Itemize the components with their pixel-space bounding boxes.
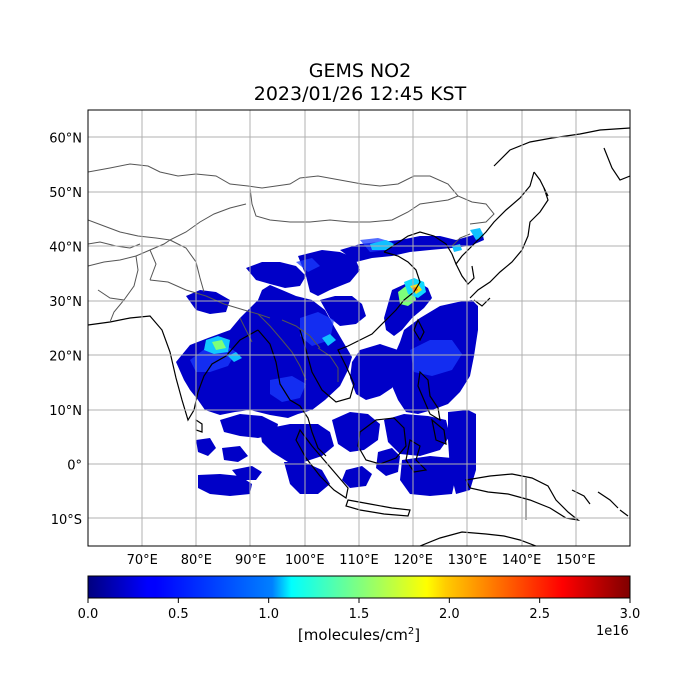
x-tick-label: 120°E [393,553,433,568]
y-tick-label: 60°N [49,131,82,146]
y-tick-label: 0° [67,458,82,473]
y-tick-label: 10°N [49,404,82,419]
x-tick-label: 130°E [448,553,488,568]
x-tick-label: 100°E [285,553,325,568]
y-tick-label: 40°N [49,240,82,255]
x-tick-label: 140°E [502,553,542,568]
map-title: GEMS NO2 [308,60,412,82]
y-tick-label: 20°N [49,349,82,364]
colorbar-tick-label: 0.5 [168,607,189,622]
colorbar-tick-label: 1.0 [258,607,279,622]
y-tick-labels: 60°N 50°N 40°N 30°N 20°N 10°N 0° 10°S [49,131,82,528]
y-tick-label: 10°S [51,513,82,528]
y-tick-label: 50°N [49,186,82,201]
colorbar-exponent: 1e16 [596,624,629,639]
colorbar-ticks: 0.0 0.5 1.0 1.5 2.0 2.5 3.0 [78,598,641,622]
colorbar-tick-label: 1.5 [349,607,370,622]
x-tick-labels: 70°E 80°E 90°E 100°E 110°E 120°E 130°E 140°E 150… [127,553,596,568]
map-subtitle: 2023/01/26 12:45 KST [253,83,467,105]
colorbar-tick-label: 2.5 [529,607,550,622]
x-tick-label: 150°E [556,553,596,568]
x-tick-label: 110°E [339,553,379,568]
x-tick-label: 80°E [181,553,212,568]
colorbar-tick-label: 2.0 [439,607,460,622]
x-tick-label: 90°E [235,553,266,568]
map-frame [87,109,631,547]
colorbar [87,575,631,599]
y-tick-label: 30°N [49,295,82,310]
colorbar-label: [molecules/cm2] [297,626,421,644]
gridlines [88,110,630,546]
x-tick-label: 70°E [127,553,158,568]
colorbar-tick-label: 3.0 [620,607,641,622]
colorbar-tick-label: 0.0 [78,607,99,622]
